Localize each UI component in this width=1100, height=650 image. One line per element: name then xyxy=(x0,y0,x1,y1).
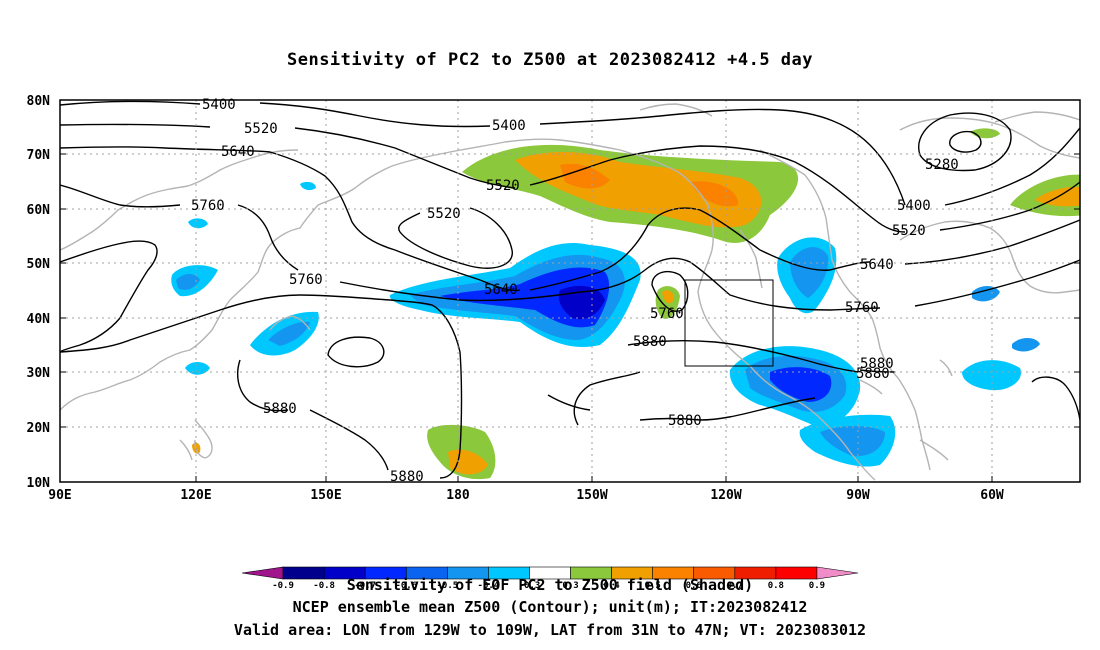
contour-5760-loop xyxy=(60,240,158,353)
colorbar-tick-label: 0.4 xyxy=(603,581,620,591)
contour-5520-line xyxy=(60,123,1080,233)
lon-label: 150E xyxy=(310,488,341,503)
lon-label: 150W xyxy=(576,488,607,503)
caption-valid-area: Valid area: LON from 129W to 109W, LAT f… xyxy=(233,621,867,639)
colorbar-tick-label: -0.3 xyxy=(519,581,541,591)
lon-label: 90E xyxy=(48,488,71,503)
caption-contour: NCEP ensemble mean Z500 (Contour); unit(… xyxy=(292,598,808,616)
contour-label: 5760 xyxy=(289,272,323,288)
contour-5760-small xyxy=(651,270,689,312)
contour-label: 5520 xyxy=(486,178,520,194)
contour-5880-left xyxy=(237,359,591,412)
negative-region-bering xyxy=(300,181,316,191)
latitude-labels: 80N 70N 60N 50N 40N 30N 20N 10N xyxy=(27,94,51,491)
contour-5400-line xyxy=(60,100,1080,206)
valid-area-box xyxy=(684,279,774,367)
contour-label: 5880 xyxy=(860,356,894,372)
colorbar-tick-label: -0.4 xyxy=(478,581,500,591)
colorbar-tick-label: 0.6 xyxy=(686,581,702,591)
negative-core-north-pacific xyxy=(558,285,605,320)
lon-label: 180 xyxy=(446,488,470,503)
contour-label: 5760 xyxy=(650,306,684,322)
colorbar-tick-label: 0.7 xyxy=(727,581,743,591)
negative-mid-pacific-northwest xyxy=(790,247,829,298)
colorbar-tick-label: 0.8 xyxy=(768,581,784,591)
lat-label: 60N xyxy=(27,203,51,218)
negative-mid-east-asia xyxy=(268,321,310,346)
colorbar-segment xyxy=(816,566,859,580)
shaded-sensitivity-field xyxy=(171,128,1080,480)
gridlines xyxy=(60,100,1080,482)
caption-shaded: Sensitivity of EOF PC2 to Z500 field (Sh… xyxy=(346,576,754,594)
contour-label: 5520 xyxy=(892,223,926,239)
contour-label: 5400 xyxy=(492,118,526,134)
contour-label: 5520 xyxy=(244,121,278,137)
contour-label: 5400 xyxy=(897,198,931,214)
contour-5280-loop xyxy=(918,112,1012,172)
contour-small-loop-east xyxy=(1031,376,1080,421)
lon-label: 120W xyxy=(710,488,741,503)
contour-5880-line xyxy=(60,294,859,479)
lon-label: 90W xyxy=(846,488,870,503)
lat-label: 20N xyxy=(27,421,51,436)
colorbar-tick-label: 0.9 xyxy=(809,581,825,591)
colorbar-tick-label: -0.5 xyxy=(436,581,458,591)
contour-5880-lower xyxy=(309,369,896,471)
tick-marks xyxy=(60,99,1080,482)
contour-label: 5760 xyxy=(845,300,879,316)
colorbar-tick-label: -0.9 xyxy=(272,581,294,591)
contour-5880-loop xyxy=(327,336,385,368)
positive-strong-north-pacific xyxy=(560,163,739,207)
colorbar-tick-label: 0.5 xyxy=(645,581,661,591)
negative-region-newfoundland xyxy=(972,286,1000,302)
contour-5760-line xyxy=(60,184,1080,311)
lat-label: 70N xyxy=(27,148,51,163)
map-frame xyxy=(59,99,1081,483)
contour-label: 5880 xyxy=(856,366,890,382)
contour-5520-loop xyxy=(398,207,513,269)
contour-label: 5640 xyxy=(484,282,518,298)
contour-label: 5760 xyxy=(191,198,225,214)
contour-label: 5400 xyxy=(202,97,236,113)
contour-5640-line xyxy=(60,146,1080,292)
negative-mid-japan-sea xyxy=(176,274,200,290)
contour-labels: 5400 5400 5400 5520 5520 5520 5520 5640 … xyxy=(191,97,959,485)
lon-label: 60W xyxy=(980,488,1004,503)
lon-label: 120E xyxy=(180,488,211,503)
contour-label: 5520 xyxy=(427,206,461,222)
colorbar-tick-label: -0.6 xyxy=(395,581,417,591)
map-title: Sensitivity of PC2 to Z500 at 2023082412… xyxy=(286,50,813,70)
contour-label: 5880 xyxy=(668,413,702,429)
negative-region-atlantic xyxy=(962,360,1021,391)
colorbar-tick-label: 0.3 xyxy=(562,581,578,591)
lat-label: 10N xyxy=(27,476,51,491)
longitude-labels: 90E 120E 150E 180 150W 120W 90W 60W xyxy=(48,488,1004,503)
contour-label: 5640 xyxy=(860,257,894,273)
colorbar-tick-label: -0.7 xyxy=(354,581,376,591)
colorbar-tick-label: -0.8 xyxy=(313,581,335,591)
negative-region-taiwan xyxy=(185,362,210,375)
coastlines xyxy=(60,103,1080,481)
contour-label: 5280 xyxy=(925,157,959,173)
lat-label: 50N xyxy=(27,257,51,272)
lat-label: 30N xyxy=(27,366,51,381)
contour-5280-inner xyxy=(949,130,982,153)
negative-region-kuril xyxy=(188,218,208,229)
colorbar: -0.9 -0.8 -0.7 -0.6 -0.5 -0.4 -0.3 0.3 0.4 0.5 0.6… xyxy=(241,566,859,591)
contour-label: 5880 xyxy=(633,334,667,350)
z500-contours xyxy=(60,100,1080,479)
lat-label: 40N xyxy=(27,312,51,327)
negative-mid-central-america xyxy=(820,426,885,457)
contour-label: 5880 xyxy=(263,401,297,417)
lat-label: 80N xyxy=(27,94,51,109)
negative-region-mid-atlantic xyxy=(1012,338,1040,352)
negative-strong-gulf xyxy=(770,367,832,402)
positive-core-offshore xyxy=(662,290,675,304)
contour-label: 5880 xyxy=(390,469,424,485)
contour-label: 5640 xyxy=(221,144,255,160)
